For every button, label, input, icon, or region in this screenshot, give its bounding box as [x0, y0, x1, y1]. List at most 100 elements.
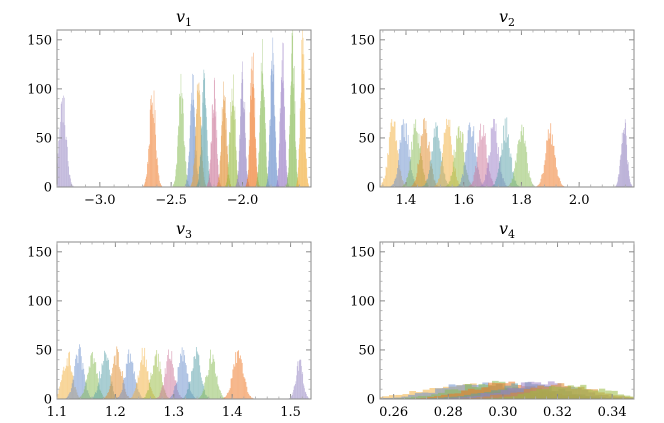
histogram-bin	[434, 136, 436, 187]
histogram-bin	[94, 392, 96, 399]
histogram-bin	[147, 390, 149, 399]
histogram-bin	[625, 135, 627, 187]
histogram-bin	[457, 185, 459, 187]
histogram-bin	[133, 392, 135, 399]
histogram-bin	[145, 176, 147, 187]
histogram-bin	[394, 121, 396, 187]
histogram-bin	[147, 370, 149, 399]
histogram-bin	[275, 131, 276, 187]
histogram-bin	[66, 139, 68, 187]
histogram-bin	[476, 156, 478, 187]
x-tick-label: 0.34	[598, 405, 627, 420]
histogram-series	[255, 39, 270, 187]
histogram-bin	[244, 132, 246, 187]
histogram-bin	[259, 115, 261, 187]
histogram-bin	[649, 398, 655, 399]
histogram-bin	[158, 395, 160, 399]
histogram-bin	[298, 159, 299, 187]
histogram-bin	[71, 183, 73, 187]
histogram-bin	[482, 137, 484, 187]
histogram-bin	[213, 113, 215, 187]
histogram-bin	[466, 143, 468, 187]
histogram-bin	[261, 71, 263, 187]
histogram-bin	[643, 397, 649, 399]
histogram-bin	[163, 377, 165, 399]
histogram-bin	[248, 169, 249, 187]
histogram-bin	[157, 366, 158, 399]
histogram-bin	[478, 146, 480, 187]
histogram-bin	[196, 184, 198, 187]
histogram-bin	[491, 128, 493, 187]
x-tick-label: 0.32	[543, 405, 572, 420]
histogram-bin	[200, 116, 201, 187]
histogram-bin	[540, 178, 542, 187]
histogram-bin	[271, 60, 272, 187]
histogram-bin	[223, 95, 225, 187]
histogram-bin	[296, 181, 298, 187]
histogram-bin	[191, 92, 192, 187]
histogram-bin	[440, 166, 442, 187]
histogram-bars	[54, 30, 310, 187]
histogram-bin	[274, 116, 276, 187]
histogram-bin	[560, 181, 561, 187]
histogram-series	[266, 37, 280, 187]
histogram-bin	[422, 185, 424, 187]
histogram-bin	[54, 183, 55, 187]
histogram-bin	[196, 109, 197, 187]
histogram-bin	[222, 396, 224, 399]
histogram-bin	[385, 166, 387, 187]
histogram-bin	[131, 396, 133, 399]
histogram-bin	[447, 393, 455, 399]
histogram-bin	[64, 370, 66, 399]
histogram-bin	[464, 161, 466, 187]
histogram-bin	[519, 141, 521, 187]
histogram-bin	[269, 120, 271, 187]
histogram-bin	[475, 168, 477, 187]
histogram-bin	[277, 168, 279, 187]
histogram-bin	[174, 180, 176, 187]
histogram-bin	[265, 123, 266, 187]
y-tick-label: 100	[350, 82, 375, 97]
histogram-bin	[72, 185, 73, 187]
histogram-bin	[232, 105, 234, 187]
histogram-bin	[626, 160, 628, 187]
y-tick-label: 150	[27, 33, 52, 48]
histogram-bin	[426, 179, 428, 187]
histogram-bin	[467, 130, 469, 187]
histogram-bin	[144, 183, 145, 187]
histogram-bin	[218, 386, 220, 399]
histogram-bin	[468, 185, 470, 187]
histogram-bin	[251, 56, 253, 187]
histogram-bin	[457, 127, 459, 187]
histogram-series	[288, 359, 310, 399]
histogram-bin	[447, 125, 448, 187]
histogram-bin	[425, 182, 427, 187]
histogram-bin	[449, 180, 451, 187]
histogram-bin	[298, 370, 299, 399]
histogram-bin	[393, 121, 395, 187]
histogram-bin	[395, 394, 403, 399]
histogram-bin	[256, 183, 257, 187]
histogram-bin	[516, 153, 518, 187]
histogram-bin	[113, 363, 114, 399]
histogram-bin	[252, 83, 254, 187]
histogram-bin	[73, 375, 75, 399]
histogram-bin	[296, 366, 298, 399]
histogram-bin	[419, 159, 420, 187]
histogram-bin	[256, 181, 258, 187]
histogram-bin	[427, 148, 428, 187]
histogram-bin	[237, 179, 238, 187]
histogram-bin	[257, 173, 258, 187]
histogram-bin	[431, 151, 433, 187]
histogram-bin	[404, 183, 406, 187]
histogram-bin	[224, 113, 226, 187]
histogram-bin	[157, 165, 159, 187]
histogram-bin	[192, 174, 194, 187]
histogram-bin	[220, 155, 221, 187]
x-tick-label: 1.6	[453, 193, 474, 208]
histogram-bin	[236, 182, 238, 187]
histogram-bin	[305, 158, 307, 187]
histogram-bin	[273, 104, 275, 187]
histogram-bin	[159, 392, 161, 399]
histogram-bin	[214, 116, 216, 187]
